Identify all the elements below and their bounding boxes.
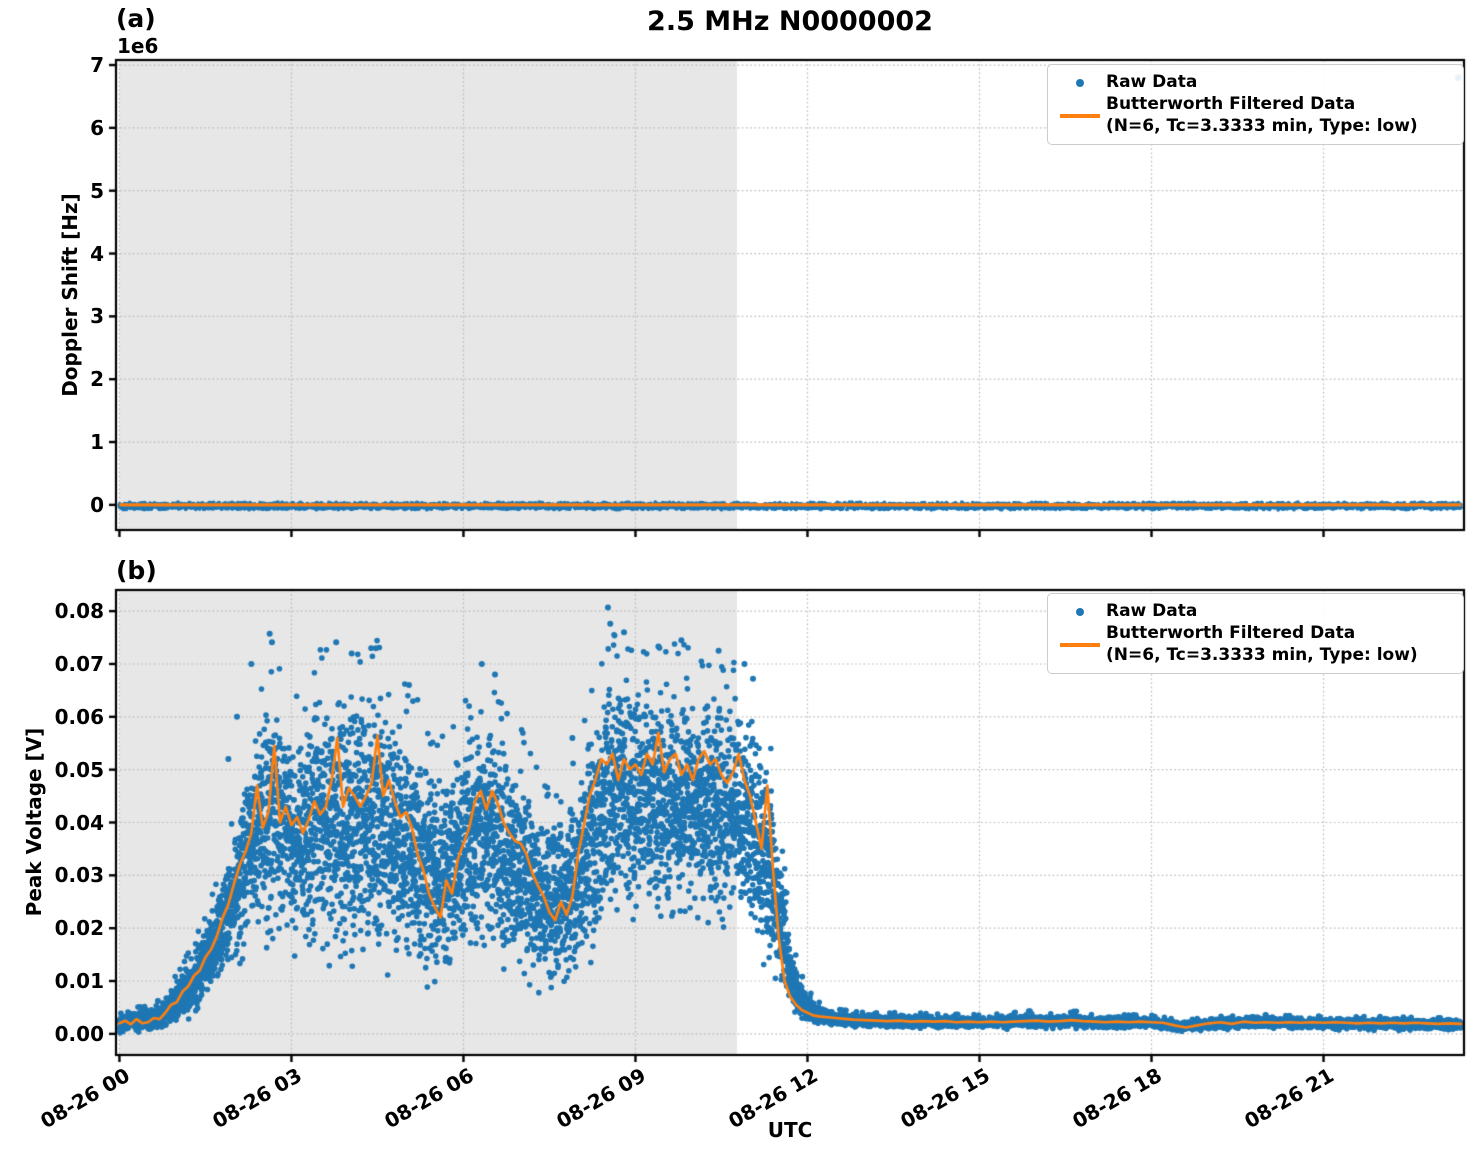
legend-raw-label: Raw Data [1106,601,1198,621]
legend-filtered-label-line1: Butterworth Filtered Data [1106,622,1356,643]
raw-data-dot-icon [1076,78,1084,87]
y-tick-label-a: 2 [90,367,104,392]
filtered-line-icon [1060,113,1100,118]
legend-filtered-label-line2: (N=6, Tc=3.3333 min, Type: low) [1106,644,1418,665]
y-tick-label-b: 0.00 [54,1021,104,1046]
legend-filtered-row: Butterworth Filtered Data (N=6, Tc=3.333… [1054,94,1453,138]
y-tick-label-b: 0.08 [54,599,104,624]
legend-raw-row: Raw Data [1054,601,1453,623]
raw-data-dot-icon [1076,607,1084,616]
legend-panel-a: Raw Data Butterworth Filtered Data (N=6,… [1047,64,1464,146]
x-axis-label: UTC [767,1118,813,1142]
y-tick-label-b: 0.01 [54,969,104,994]
legend-panel-b: Raw Data Butterworth Filtered Data (N=6,… [1047,593,1464,675]
y-tick-label-a: 5 [90,178,104,203]
panel-a-label: (a) [116,4,156,33]
y-tick-label-a: 6 [90,115,104,140]
y-tick-label-b: 0.04 [54,810,104,835]
filtered-line-icon [1060,642,1100,647]
y-tick-label-b: 0.06 [54,704,104,729]
legend-filtered-label-line2: (N=6, Tc=3.3333 min, Type: low) [1106,115,1418,136]
y-tick-label-a: 4 [90,241,104,266]
legend-filtered-row: Butterworth Filtered Data (N=6, Tc=3.333… [1054,623,1453,667]
legend-raw-label: Raw Data [1106,72,1198,92]
panel-b-label: (b) [116,556,157,585]
legend-raw-row: Raw Data [1054,72,1453,94]
y-tick-label-b: 0.07 [54,651,104,676]
y-tick-label-b: 0.05 [54,757,104,782]
y-tick-label-a: 7 [90,53,104,78]
y-tick-label-a: 3 [90,304,104,329]
legend-filtered-label-line1: Butterworth Filtered Data [1106,93,1356,114]
x-tick-label: 08-26 21 [1106,1063,1338,1133]
y-tick-label-a: 1 [90,430,104,455]
chart-title: 2.5 MHz N0000002 [647,6,933,37]
y-axis-offset-text: 1e6 [117,34,159,58]
y-tick-label-a: 0 [90,492,104,517]
y-tick-label-b: 0.03 [54,863,104,888]
y-tick-label-b: 0.02 [54,916,104,941]
